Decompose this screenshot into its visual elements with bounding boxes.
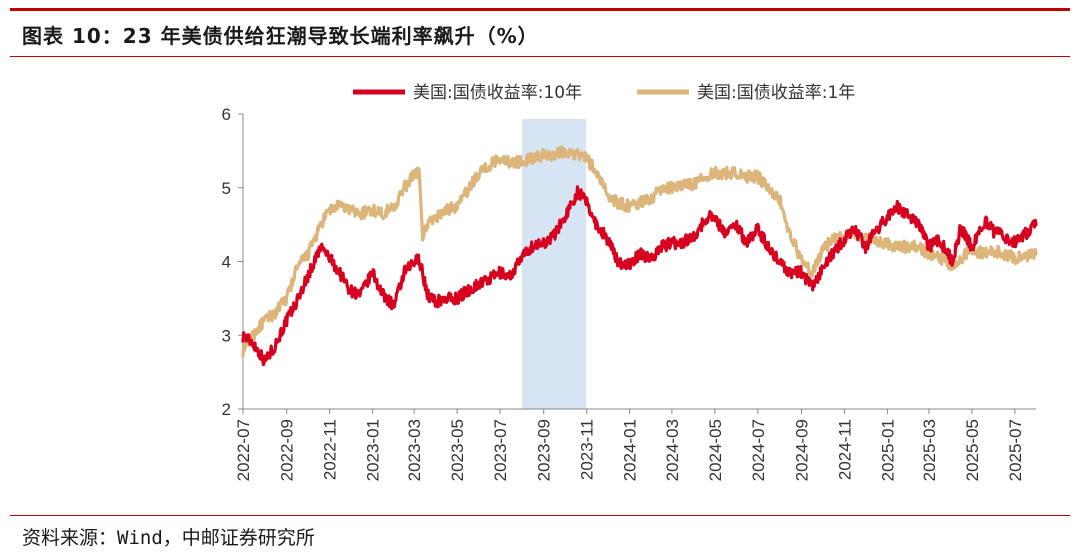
x-tick-label: 2022-11	[321, 419, 340, 480]
x-tick-label: 2024-03	[663, 419, 682, 481]
x-tick-label: 2023-01	[364, 419, 383, 481]
series-line-1y	[241, 145, 1038, 358]
x-tick-label: 2024-11	[835, 419, 854, 480]
x-tick-label: 2022-09	[278, 419, 297, 481]
y-tick-label: 3	[222, 326, 231, 345]
source-note: 资料来源：Wind，中邮证券研究所	[22, 527, 315, 549]
legend-label-10y: 美国:国债收益率:10年	[413, 83, 582, 103]
y-tick-label: 4	[222, 253, 231, 272]
x-tick-label: 2022-07	[234, 419, 253, 481]
x-tick-label: 2024-07	[749, 419, 768, 481]
footer-divider	[10, 515, 1070, 516]
x-tick-label: 2025-05	[963, 419, 982, 481]
x-tick-label: 2023-11	[578, 419, 597, 480]
x-tick-label: 2023-09	[535, 419, 554, 481]
title-divider	[10, 56, 1070, 57]
x-tick-label: 2024-05	[706, 419, 725, 481]
x-tick-label: 2024-01	[621, 419, 640, 481]
y-tick-label: 2	[222, 400, 231, 419]
legend-label-1y: 美国:国债收益率:1年	[697, 83, 855, 103]
top-rule	[10, 8, 1070, 11]
x-tick-label: 2023-03	[405, 419, 424, 481]
x-tick-label: 2023-07	[491, 419, 510, 481]
series-line-10y	[241, 185, 1038, 367]
x-tick-label: 2025-01	[878, 419, 897, 481]
x-tick-label: 2023-05	[448, 419, 467, 481]
highlight-band	[521, 119, 586, 409]
y-tick-label: 6	[222, 105, 231, 124]
x-tick-label: 2025-07	[1006, 419, 1025, 481]
x-tick-label: 2025-03	[920, 419, 939, 481]
chart-title: 图表 10：23 年美债供给狂潮导致长端利率飙升（%）	[22, 24, 539, 48]
x-tick-label: 2024-09	[792, 419, 811, 481]
y-tick-label: 5	[222, 179, 231, 198]
